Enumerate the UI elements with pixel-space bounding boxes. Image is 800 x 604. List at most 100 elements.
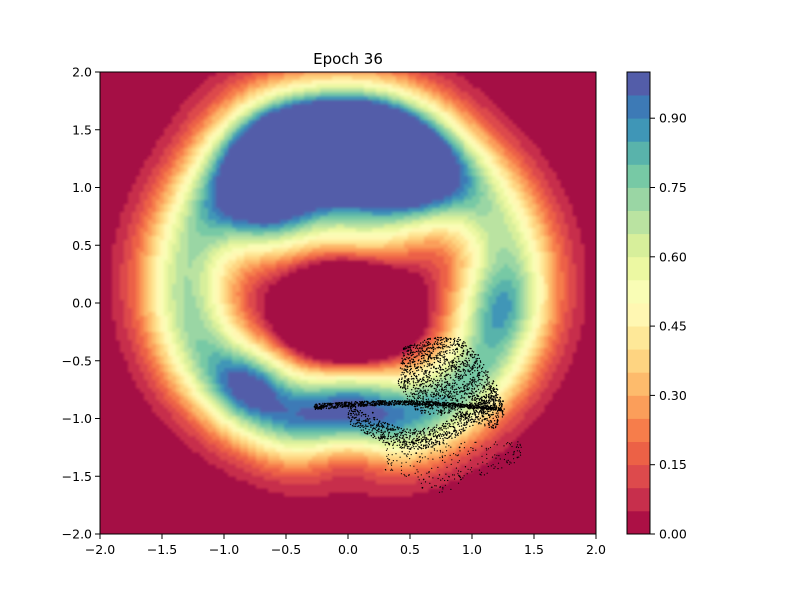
scatter-point (427, 339, 428, 340)
scatter-point (434, 357, 435, 358)
scatter-point (363, 429, 364, 430)
scatter-point (445, 474, 446, 475)
scatter-point (454, 422, 455, 423)
scatter-point (445, 407, 446, 408)
scatter-point (443, 434, 444, 435)
scatter-point (443, 362, 444, 363)
scatter-point (448, 407, 449, 408)
scatter-point (418, 354, 419, 355)
scatter-point (463, 387, 464, 388)
scatter-point (416, 435, 417, 436)
scatter-point (436, 376, 437, 377)
scatter-point (472, 405, 473, 406)
scatter-point (453, 426, 454, 427)
scatter-point (471, 393, 472, 394)
scatter-point (427, 428, 428, 429)
scatter-point (426, 396, 427, 397)
scatter-point (487, 376, 488, 377)
scatter-point (503, 414, 504, 415)
scatter-point (511, 446, 512, 447)
scatter-point (402, 387, 403, 388)
scatter-point (454, 478, 455, 479)
scatter-point (406, 476, 407, 477)
scatter-point (412, 439, 413, 440)
scatter-point (452, 361, 453, 362)
scatter-point (430, 380, 431, 381)
scatter-point (457, 422, 458, 423)
scatter-point (476, 394, 477, 395)
scatter-point (492, 383, 493, 384)
scatter-point (477, 411, 478, 412)
scatter-point (463, 353, 464, 354)
scatter-point (391, 441, 392, 442)
scatter-point (516, 446, 517, 447)
scatter-point (462, 376, 463, 377)
scatter-point (470, 356, 471, 357)
scatter-point (476, 360, 477, 361)
scatter-point (458, 344, 459, 345)
scatter-point (350, 406, 351, 407)
scatter-point (419, 392, 420, 393)
scatter-point (497, 468, 498, 469)
scatter-point (385, 442, 386, 443)
scatter-point (508, 460, 509, 461)
scatter-point (443, 428, 444, 429)
scatter-point (432, 402, 433, 403)
scatter-point (487, 389, 488, 390)
scatter-point (441, 387, 442, 388)
scatter-point (497, 415, 498, 416)
scatter-point (440, 409, 441, 410)
scatter-point (448, 402, 449, 403)
scatter-point (497, 412, 498, 413)
scatter-point (422, 341, 423, 342)
scatter-point (399, 442, 400, 443)
scatter-point (474, 399, 475, 400)
x-tick-label: −0.5 (271, 542, 301, 557)
scatter-point (430, 338, 431, 339)
scatter-point (404, 475, 405, 476)
scatter-point (433, 366, 434, 367)
scatter-point (429, 408, 430, 409)
scatter-point (492, 393, 493, 394)
scatter-point (424, 391, 425, 392)
scatter-point (368, 415, 369, 416)
scatter-point (520, 455, 521, 456)
scatter-point (400, 435, 401, 436)
scatter-point (336, 404, 337, 405)
scatter-point (475, 384, 476, 385)
colorbar-band (627, 326, 650, 350)
scatter-point (457, 413, 458, 414)
scatter-point (479, 400, 480, 401)
scatter-point (323, 407, 324, 408)
scatter-point (360, 427, 361, 428)
scatter-point (382, 422, 383, 423)
scatter-point (461, 355, 462, 356)
scatter-point (409, 451, 410, 452)
scatter-point (348, 416, 349, 417)
scatter-point (428, 399, 429, 400)
scatter-point (446, 450, 447, 451)
scatter-point (357, 420, 358, 421)
scatter-point (435, 435, 436, 436)
scatter-point (479, 402, 480, 403)
scatter-point (431, 386, 432, 387)
scatter-point (437, 384, 438, 385)
scatter-point (502, 400, 504, 402)
scatter-point (465, 366, 466, 367)
scatter-point (378, 431, 379, 432)
scatter-point (402, 372, 403, 373)
scatter-point (434, 444, 435, 445)
scatter-point (466, 354, 467, 355)
scatter-point (421, 371, 422, 372)
scatter-point (442, 425, 443, 426)
scatter-point (456, 430, 457, 431)
scatter-point (448, 404, 449, 405)
scatter-point (441, 339, 442, 340)
scatter-point (421, 391, 422, 392)
scatter-point (476, 407, 477, 408)
scatter-point (439, 474, 440, 475)
scatter-point (427, 379, 428, 380)
scatter-point (445, 485, 446, 486)
scatter-point (422, 393, 423, 394)
scatter-point (397, 445, 398, 446)
